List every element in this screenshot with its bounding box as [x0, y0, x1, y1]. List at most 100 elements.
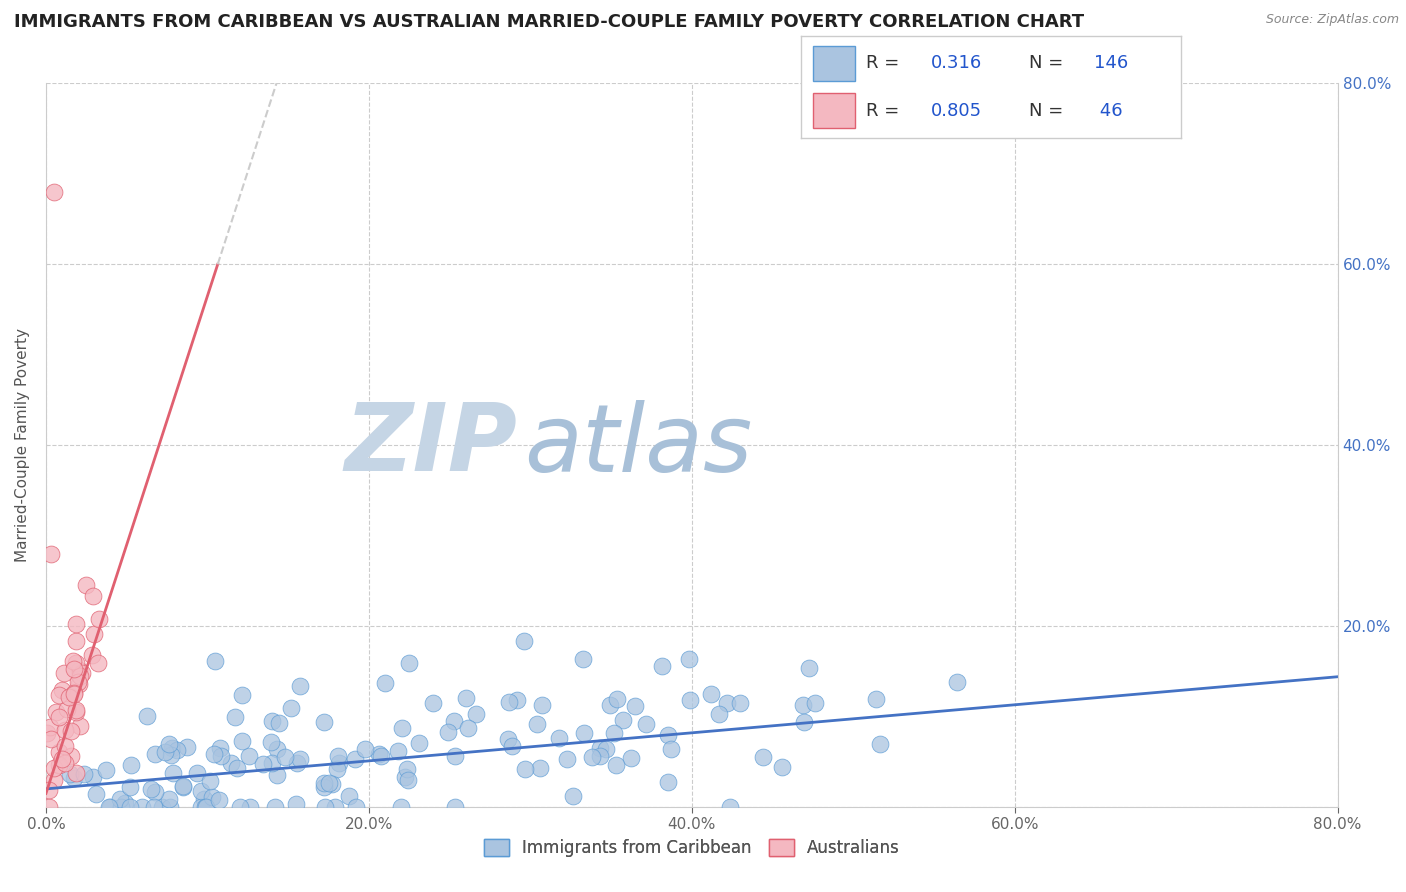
Point — [328, 756, 350, 770]
Point — [143, 800, 166, 814]
Point — [65, 705, 87, 719]
Point — [201, 790, 224, 805]
Point — [110, 800, 132, 814]
Point — [42, 185, 65, 199]
Point — [69, 669, 91, 683]
Point — [209, 748, 232, 763]
Point — [48, 745, 70, 759]
Point — [59, 749, 82, 764]
Point — [548, 731, 571, 745]
Point — [260, 735, 283, 749]
Point — [193, 792, 215, 806]
Point — [157, 737, 180, 751]
Text: 146: 146 — [1094, 54, 1128, 72]
Point — [202, 747, 225, 761]
Point — [159, 747, 181, 762]
Point — [41, 731, 63, 746]
Point — [114, 796, 136, 810]
Point — [65, 656, 87, 670]
Point — [457, 722, 479, 736]
Point — [728, 696, 751, 710]
Point — [150, 800, 173, 814]
Point — [599, 698, 621, 712]
Point — [716, 697, 738, 711]
Point — [225, 761, 247, 775]
Point — [408, 736, 430, 750]
Point — [803, 696, 825, 710]
Point — [59, 724, 82, 739]
Point — [792, 698, 814, 712]
Point — [422, 696, 444, 710]
Point — [120, 757, 142, 772]
Point — [39, 720, 62, 734]
Point — [65, 616, 87, 631]
Point — [73, 766, 96, 780]
Point — [589, 740, 612, 755]
Point — [262, 756, 284, 770]
Point — [62, 686, 84, 700]
Point — [678, 651, 700, 665]
Point — [231, 688, 253, 702]
Point — [571, 652, 593, 666]
Point — [172, 780, 194, 794]
Point — [63, 771, 86, 785]
Point — [87, 656, 110, 670]
Text: atlas: atlas — [524, 400, 752, 491]
Point — [75, 578, 97, 592]
Point — [284, 797, 307, 811]
Point — [501, 739, 523, 753]
Point — [159, 800, 181, 814]
Point — [190, 800, 212, 814]
Point — [659, 742, 682, 756]
Point — [166, 743, 188, 757]
Point — [752, 749, 775, 764]
Point — [69, 719, 91, 733]
Point — [110, 792, 132, 806]
Point — [718, 800, 741, 814]
Point — [443, 714, 465, 729]
Text: 0.316: 0.316 — [931, 54, 981, 72]
Point — [37, 726, 59, 740]
Point — [82, 589, 104, 603]
Point — [370, 749, 392, 764]
Point — [354, 742, 377, 756]
Point — [436, 725, 458, 739]
Point — [946, 674, 969, 689]
Point — [529, 761, 551, 775]
Point — [143, 785, 166, 799]
Point — [209, 741, 232, 756]
Point — [374, 676, 396, 690]
Point — [557, 752, 579, 766]
Point — [464, 706, 486, 721]
Point — [48, 688, 70, 702]
Point — [793, 715, 815, 730]
Point — [266, 768, 288, 782]
Point — [394, 770, 416, 784]
Point — [53, 723, 76, 738]
Point — [65, 633, 87, 648]
Point — [51, 683, 73, 698]
Point — [314, 800, 336, 814]
Point — [200, 773, 222, 788]
Point — [526, 717, 548, 731]
Point — [135, 708, 157, 723]
Point — [143, 747, 166, 762]
Text: ZIP: ZIP — [344, 400, 517, 491]
Point — [39, 547, 62, 561]
Point — [865, 691, 887, 706]
Point — [398, 657, 420, 671]
Point — [343, 751, 366, 765]
Point — [770, 760, 793, 774]
Point — [63, 688, 86, 702]
Point — [172, 780, 194, 794]
Point — [229, 800, 252, 814]
Point — [157, 791, 180, 805]
Point — [624, 698, 647, 713]
Point — [162, 765, 184, 780]
Point — [561, 789, 583, 803]
Point — [657, 774, 679, 789]
Point — [799, 661, 821, 675]
Point — [496, 732, 519, 747]
Point — [224, 710, 246, 724]
Point — [391, 721, 413, 735]
